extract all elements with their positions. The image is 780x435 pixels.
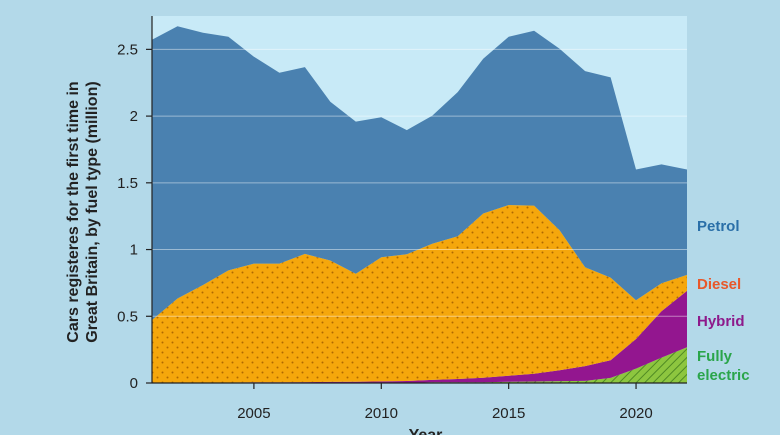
y-tick-label: 0 — [130, 375, 138, 392]
y-tick-label: 0.5 — [117, 308, 138, 325]
y-tick-label: 1 — [130, 242, 138, 259]
x-tick-label: 2010 — [365, 405, 398, 422]
area-petrol — [152, 26, 687, 321]
series-label-fully-electric: Fully electric — [697, 348, 750, 384]
x-tick-label: 2015 — [492, 405, 525, 422]
area-diesel — [152, 205, 687, 383]
y-tick-label: 1.5 — [117, 175, 138, 192]
y-tick-label: 2 — [130, 108, 138, 125]
y-axis-title: Cars registeres for the first time in Gre… — [65, 81, 101, 342]
x-tick-label: 2005 — [237, 405, 270, 422]
y-tick-label: 2.5 — [117, 41, 138, 58]
y-axis-title-line: Cars registeres for the first time in — [65, 81, 82, 342]
series-label-fully-electric-line: Fully — [697, 348, 733, 365]
series-label-fully-electric-line: electric — [697, 367, 750, 384]
x-axis-title: Year — [409, 427, 443, 435]
series-label-petrol: Petrol — [697, 218, 740, 235]
series-label-diesel: Diesel — [697, 276, 741, 293]
y-axis-title-line: Great Britain, by fuel type (million) — [84, 81, 101, 342]
area-fully-electric — [152, 347, 687, 383]
series-label-hybrid: Hybrid — [697, 313, 745, 330]
x-tick-label: 2020 — [619, 405, 652, 422]
